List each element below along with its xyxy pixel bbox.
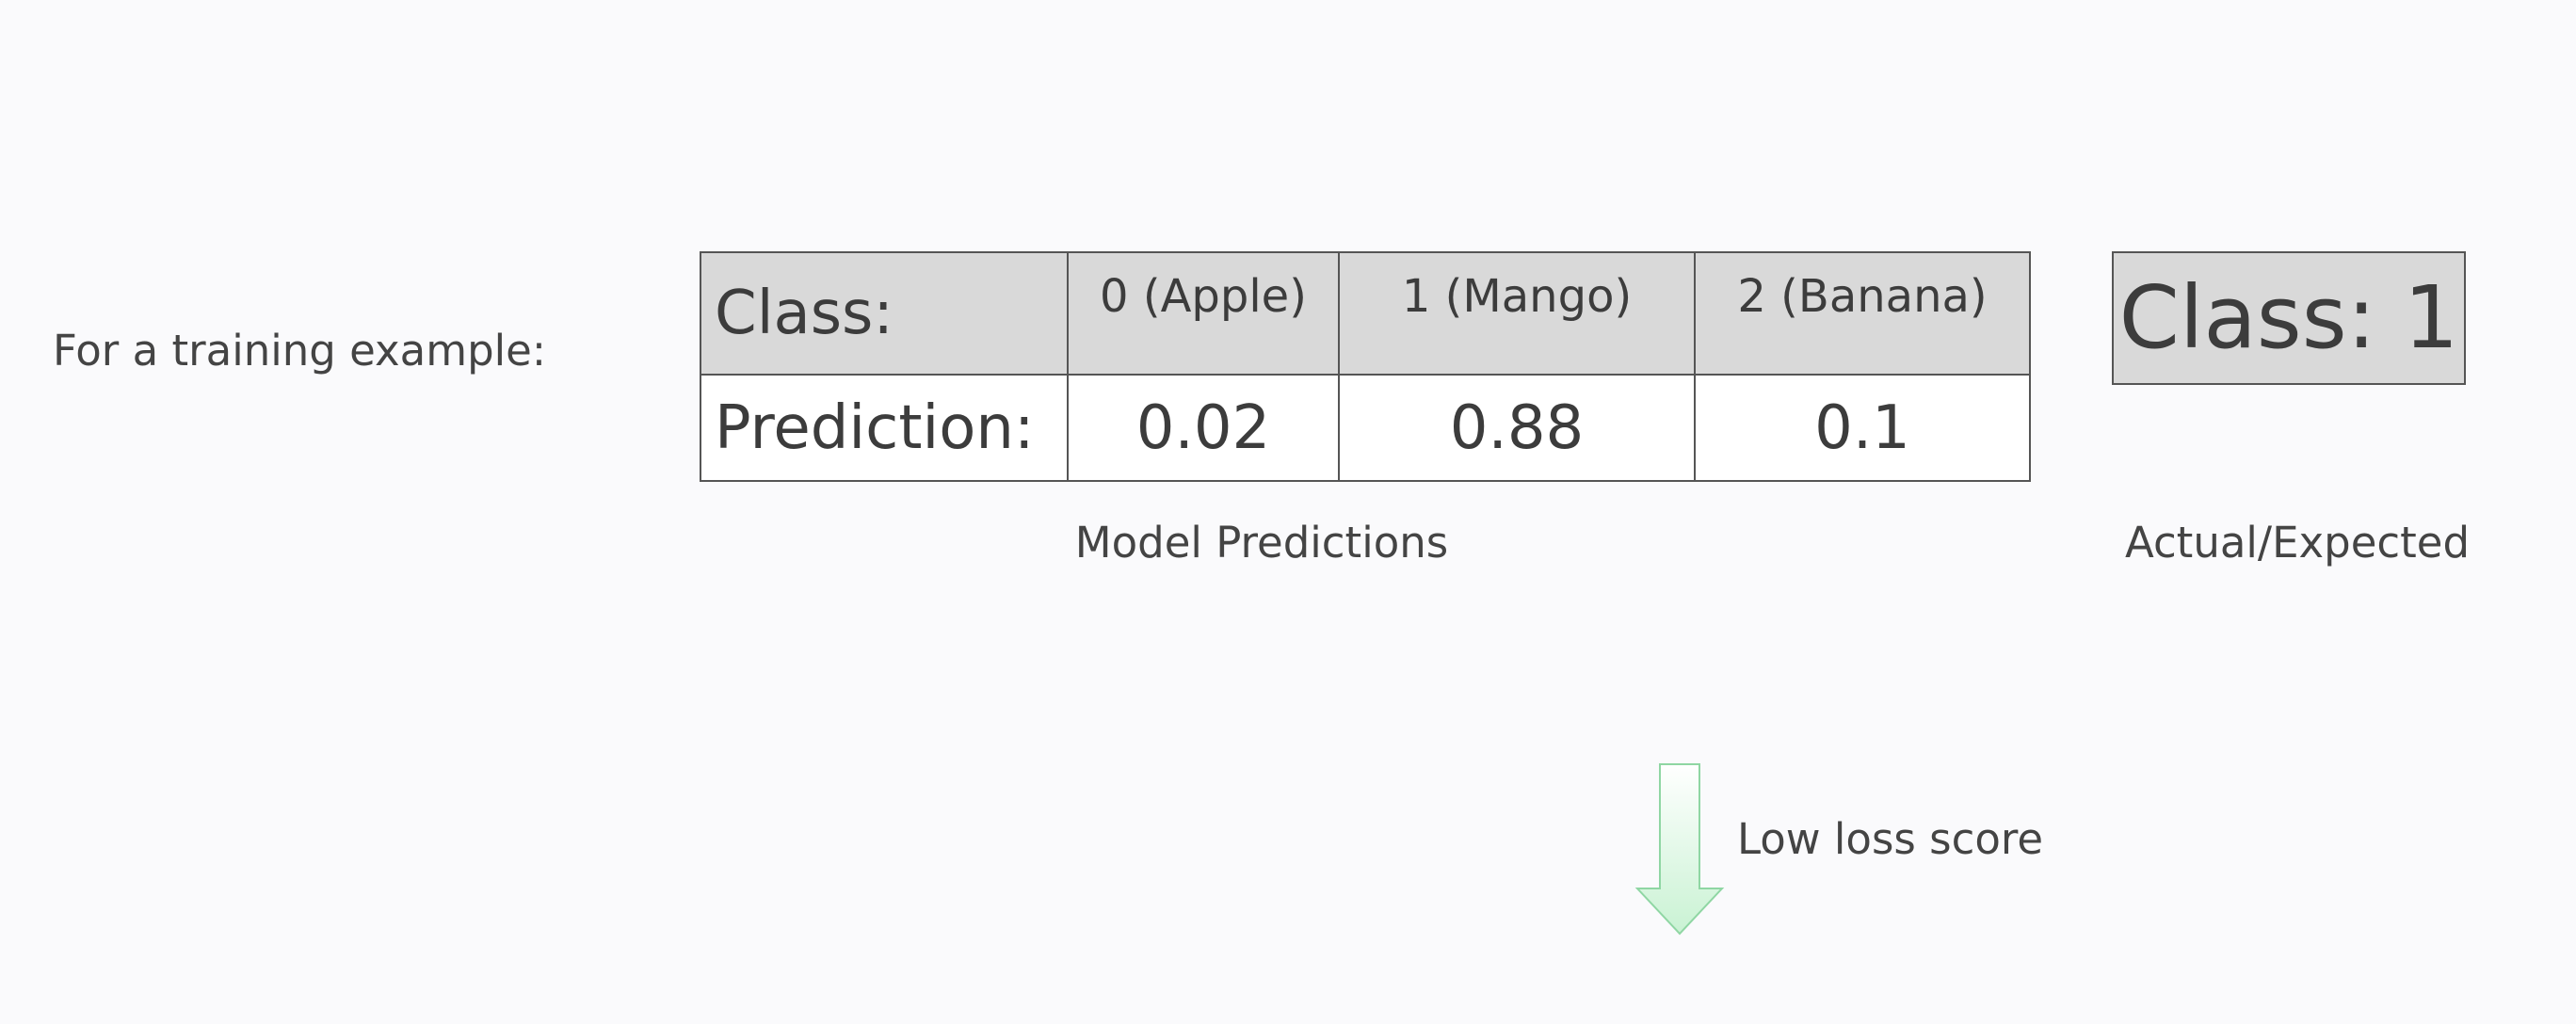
class-header-apple: 0 (Apple) [1067, 251, 1340, 376]
class-header-mango: 1 (Mango) [1338, 251, 1696, 376]
prediction-row-label: Prediction: [700, 374, 1069, 482]
actual-class-box: Class: 1 [2112, 251, 2466, 385]
model-predictions-table: Class: 0 (Apple) 1 (Mango) 2 (Banana) Pr… [700, 251, 2031, 482]
loss-score-label: Low loss score [1737, 814, 2044, 864]
prediction-apple: 0.02 [1067, 374, 1340, 482]
class-header-banana: 2 (Banana) [1694, 251, 2031, 376]
prediction-mango: 0.88 [1338, 374, 1696, 482]
down-arrow-icon [1634, 763, 1725, 936]
prediction-banana: 0.1 [1694, 374, 2031, 482]
class-header-row: Class: 0 (Apple) 1 (Mango) 2 (Banana) [700, 251, 2031, 376]
actual-expected-caption: Actual/Expected [2124, 518, 2471, 568]
class-header-label: Class: [700, 251, 1069, 376]
prediction-row: Prediction: 0.02 0.88 0.1 [700, 374, 2031, 482]
model-predictions-caption: Model Predictions [1074, 518, 1449, 568]
intro-text: For a training example: [53, 326, 546, 376]
